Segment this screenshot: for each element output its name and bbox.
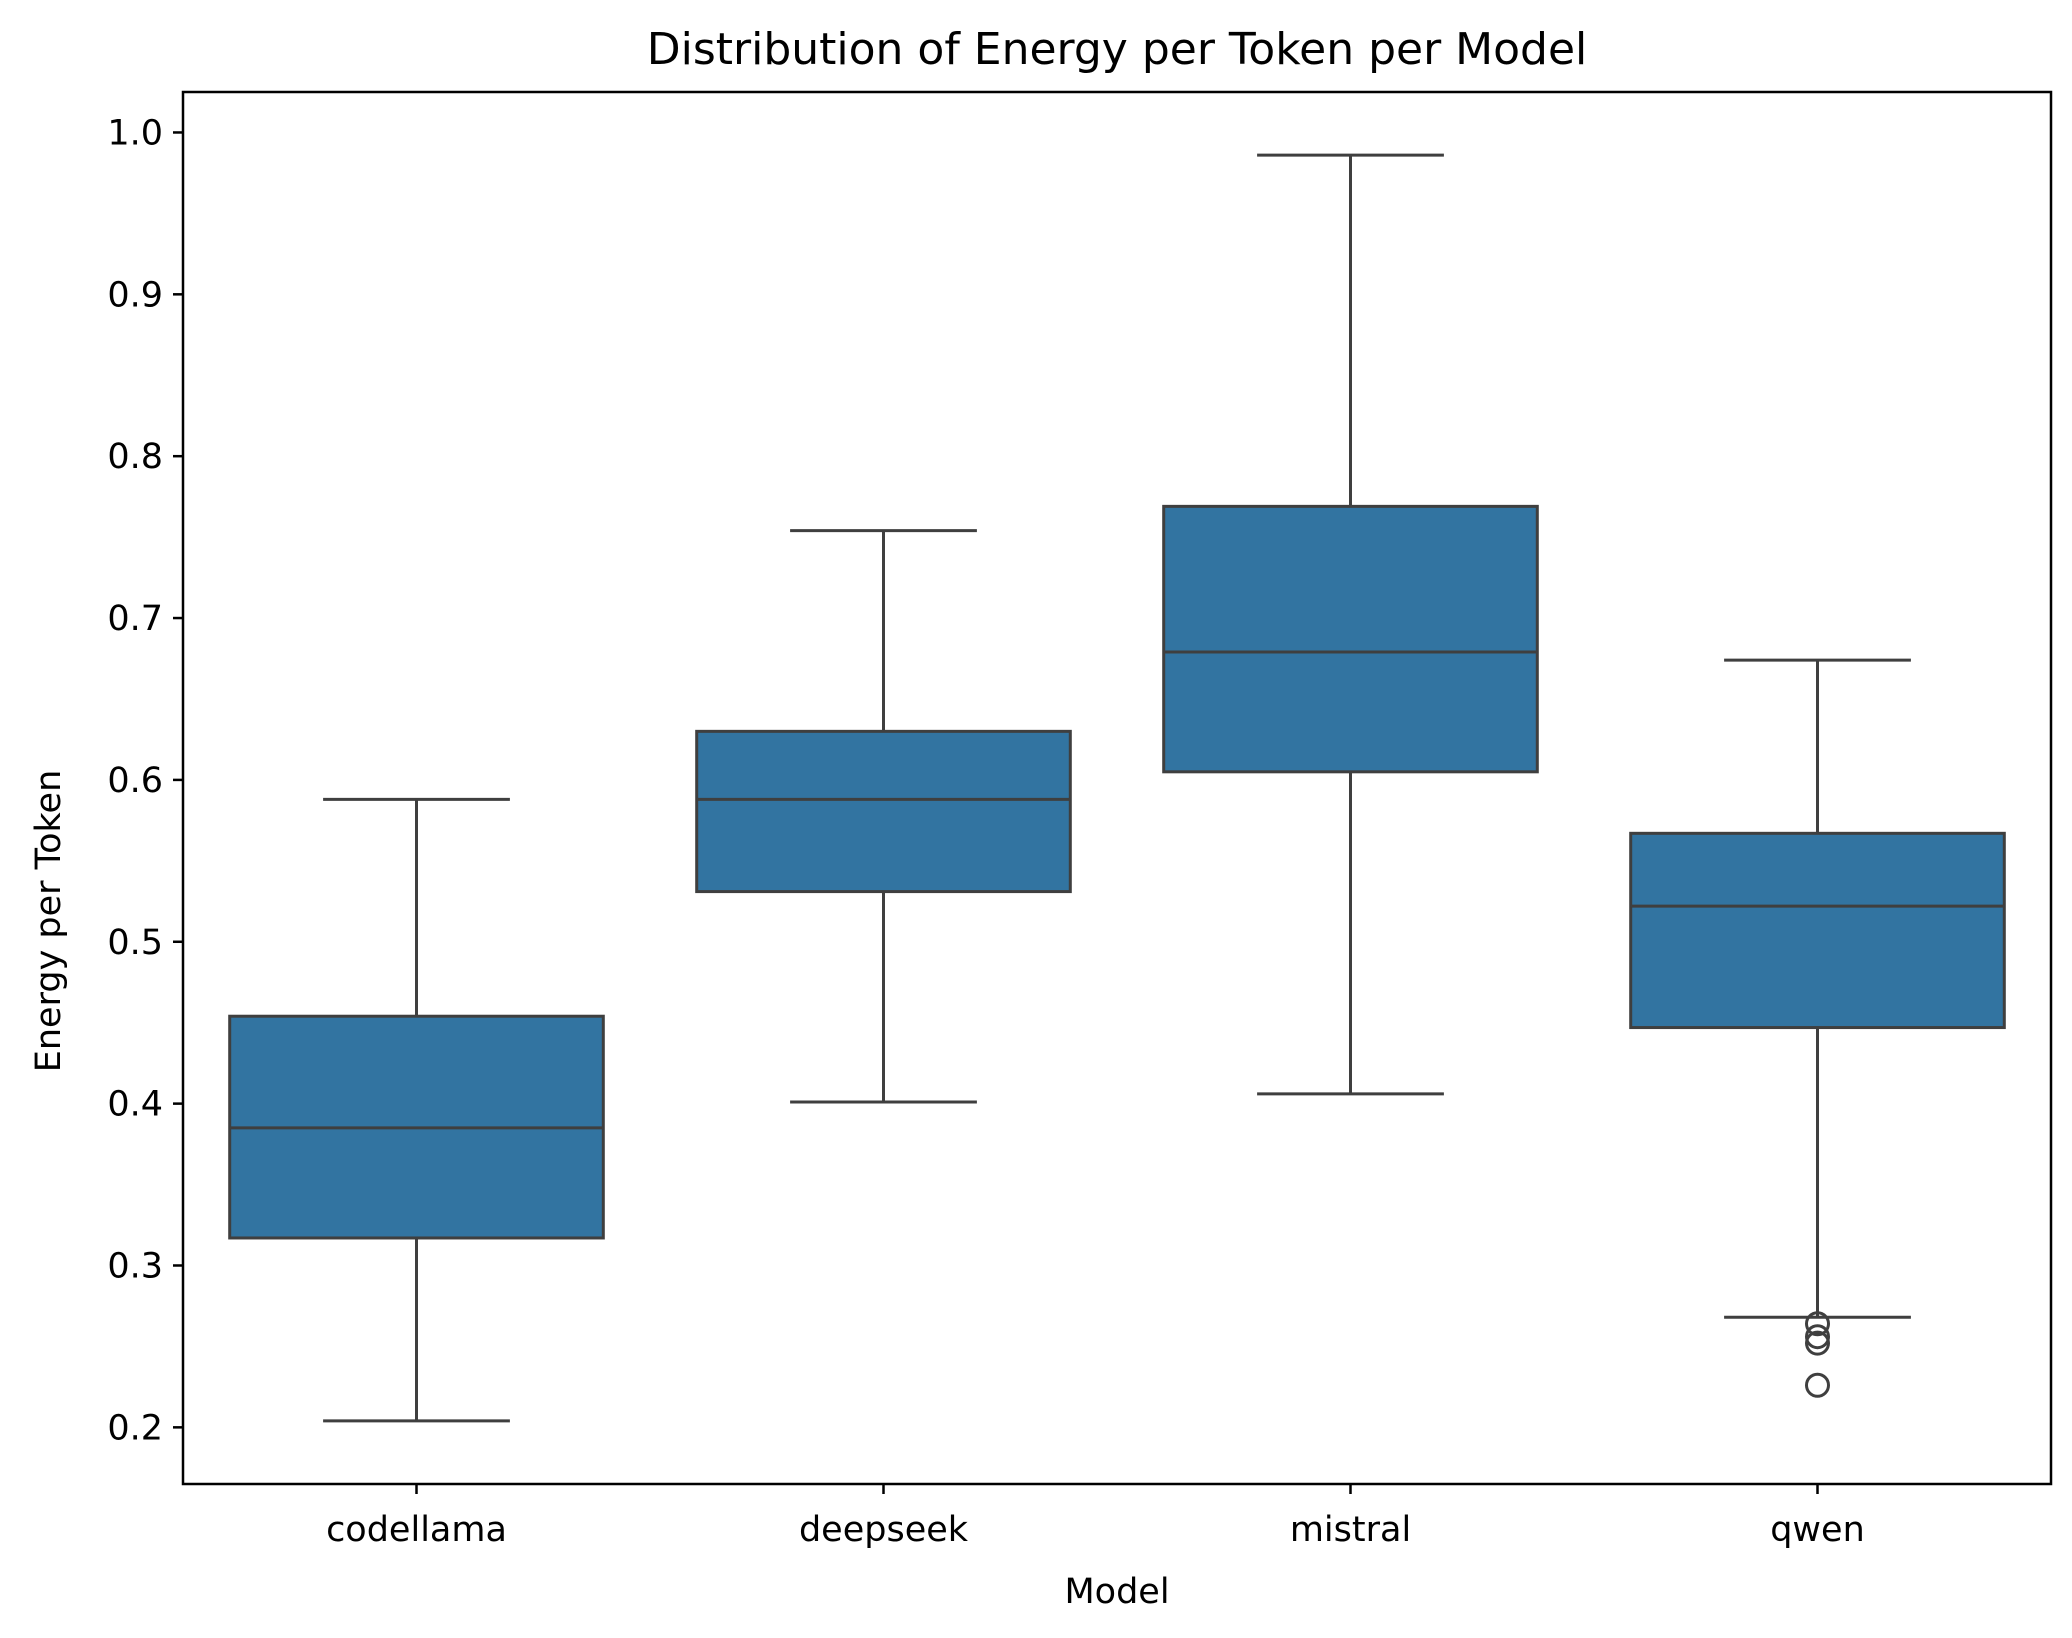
x-tick-label: codellama bbox=[326, 1510, 507, 1550]
y-tick-label: 0.2 bbox=[107, 1408, 163, 1448]
outlier-point-qwen-0 bbox=[1805, 1311, 1830, 1337]
y-tick-label: 0.9 bbox=[107, 275, 163, 315]
x-tick-label: qwen bbox=[1770, 1510, 1865, 1550]
chart-title: Distribution of Energy per Token per Mod… bbox=[647, 24, 1588, 75]
plot-area bbox=[228, 153, 2006, 1423]
x-axis-label: Model bbox=[1064, 1572, 1169, 1612]
box-codellama bbox=[228, 797, 605, 1423]
y-tick-label: 0.7 bbox=[107, 599, 163, 639]
y-tick-label: 0.4 bbox=[107, 1085, 163, 1125]
outlier-point-qwen-1 bbox=[1805, 1324, 1830, 1350]
outlier-point-qwen-3 bbox=[1805, 1372, 1830, 1398]
box-deepseek bbox=[695, 529, 1072, 1104]
x-tick-label: deepseek bbox=[799, 1510, 969, 1550]
y-axis-label: Energy per Token bbox=[29, 770, 69, 1073]
y-tick-label: 0.6 bbox=[107, 761, 163, 801]
x-tick-label: mistral bbox=[1290, 1510, 1411, 1550]
box-iqr-deepseek bbox=[695, 729, 1072, 894]
y-tick-label: 1.0 bbox=[107, 113, 163, 153]
plot-frame bbox=[181, 90, 2053, 1486]
box-qwen bbox=[1629, 658, 2006, 1398]
y-tick-label: 0.5 bbox=[107, 923, 163, 963]
y-tick-label: 0.3 bbox=[107, 1246, 163, 1286]
box-mistral bbox=[1162, 153, 1539, 1096]
y-tick-label: 0.8 bbox=[107, 437, 163, 477]
box-iqr-mistral bbox=[1162, 504, 1539, 774]
outlier-point-qwen-2 bbox=[1805, 1330, 1830, 1356]
box-iqr-qwen bbox=[1629, 831, 2006, 1030]
axes: 0.2 0.3 0.4 0.5 0.6 0.7 0.8 0.9 1.0 codellama deep… bbox=[107, 90, 2053, 1550]
